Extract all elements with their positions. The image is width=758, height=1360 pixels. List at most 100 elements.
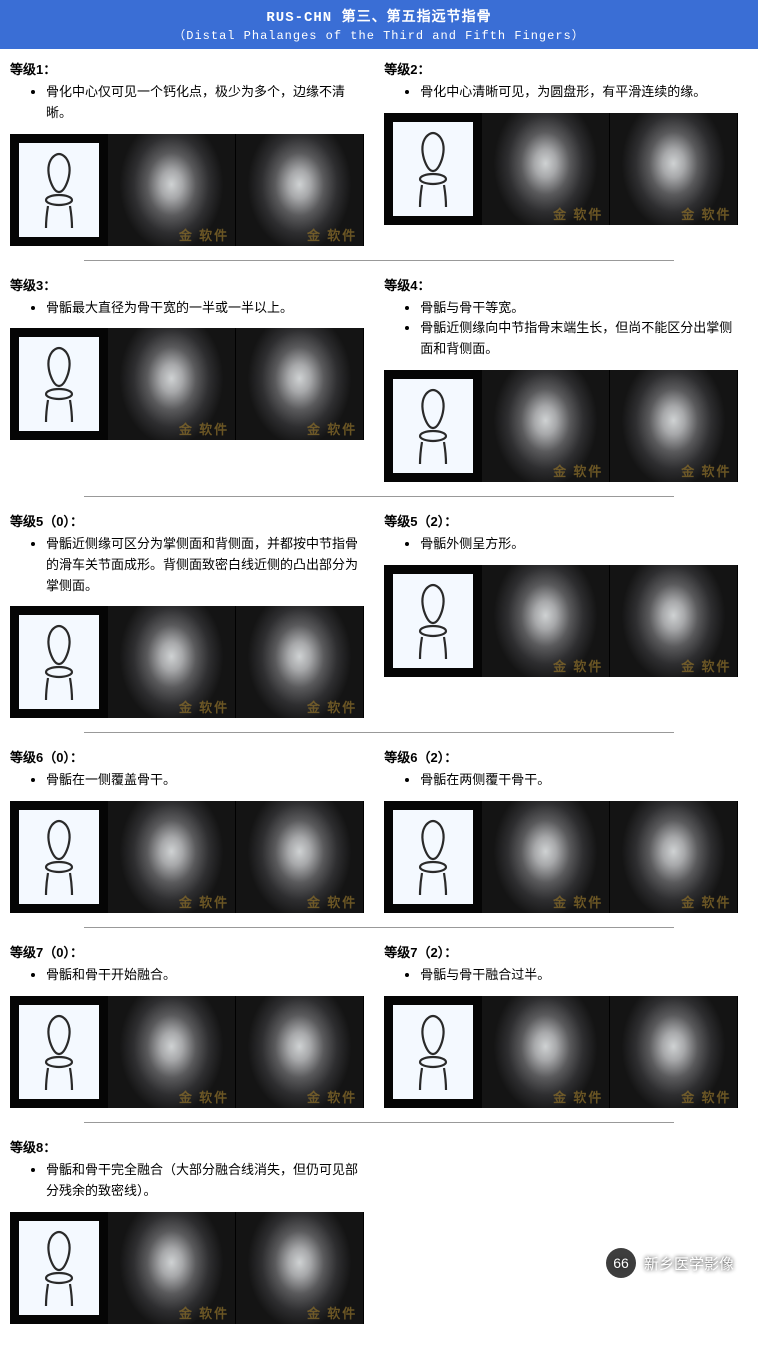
xray-image bbox=[482, 370, 610, 482]
grade-label: 等级2： bbox=[384, 59, 738, 78]
grade-bullet-list: 骨骺与骨干融合过半。 bbox=[384, 965, 738, 986]
row-separator bbox=[84, 927, 674, 928]
grade-bullet-list: 骨骺在一侧覆盖骨干。 bbox=[10, 770, 364, 791]
image-strip bbox=[384, 113, 738, 225]
xray-image bbox=[108, 328, 236, 440]
xray-image bbox=[482, 801, 610, 913]
grade-bullet: 骨化中心清晰可见，为圆盘形，有平滑连续的缘。 bbox=[420, 82, 738, 103]
image-strip bbox=[10, 801, 364, 913]
grade-item: 等级5（2）： 骨骺外侧呈方形。 bbox=[384, 511, 738, 718]
grade-bullet: 骨骺与骨干等宽。 bbox=[420, 298, 738, 319]
grade-bullet: 骨化中心仅可见一个钙化点，极少为多个，边缘不清晰。 bbox=[46, 82, 364, 124]
grade-label: 等级6（0）： bbox=[10, 747, 364, 766]
schematic-diagram bbox=[390, 571, 476, 671]
grade-rows: 等级1： 骨化中心仅可见一个钙化点，极少为多个，边缘不清晰。 等级2： 骨化中心… bbox=[0, 49, 758, 1360]
grade-bullet-list: 骨骺近侧缘可区分为掌侧面和背侧面，并都按中节指骨的滑车关节面成形。背侧面致密白线… bbox=[10, 534, 364, 596]
grade-row: 等级3： 骨骺最大直径为骨干宽的一半或一半以上。 等级4： 骨骺与骨干等宽。骨骺… bbox=[10, 269, 748, 488]
grade-label: 等级8： bbox=[10, 1137, 364, 1156]
grade-label: 等级5（0）： bbox=[10, 511, 364, 530]
schematic-diagram bbox=[390, 1002, 476, 1102]
xray-image bbox=[236, 1212, 364, 1324]
grade-bullet: 骨骺和骨干完全融合（大部分融合线消失，但仍可见部分残余的致密线）。 bbox=[46, 1160, 364, 1202]
schematic-diagram bbox=[16, 612, 102, 712]
xray-image bbox=[236, 328, 364, 440]
xray-image bbox=[482, 996, 610, 1108]
xray-image bbox=[236, 996, 364, 1108]
grade-bullet: 骨骺在一侧覆盖骨干。 bbox=[46, 770, 364, 791]
grade-item: 等级1： 骨化中心仅可见一个钙化点，极少为多个，边缘不清晰。 bbox=[10, 59, 364, 246]
grade-bullet-list: 骨骺与骨干等宽。骨骺近侧缘向中节指骨末端生长，但尚不能区分出掌侧面和背侧面。 bbox=[384, 298, 738, 360]
grade-bullet-list: 骨骺和骨干开始融合。 bbox=[10, 965, 364, 986]
header-title-en: （Distal Phalanges of the Third and Fifth… bbox=[0, 26, 758, 43]
grade-item: 等级8： 骨骺和骨干完全融合（大部分融合线消失，但仍可见部分残余的致密线）。 bbox=[10, 1137, 364, 1324]
grade-label: 等级3： bbox=[10, 275, 364, 294]
grade-bullet: 骨骺在两侧覆干骨干。 bbox=[420, 770, 738, 791]
grade-bullet-list: 骨骺外侧呈方形。 bbox=[384, 534, 738, 555]
xray-image bbox=[108, 606, 236, 718]
xray-image bbox=[236, 134, 364, 246]
grade-label: 等级4： bbox=[384, 275, 738, 294]
image-strip bbox=[384, 370, 738, 482]
schematic-diagram bbox=[16, 140, 102, 240]
grade-item: 等级6（0）： 骨骺在一侧覆盖骨干。 bbox=[10, 747, 364, 913]
schematic-diagram bbox=[390, 376, 476, 476]
schematic-diagram bbox=[16, 334, 102, 434]
xray-image bbox=[610, 370, 738, 482]
xray-image bbox=[482, 113, 610, 225]
xray-image bbox=[108, 134, 236, 246]
row-separator bbox=[84, 260, 674, 261]
grade-label: 等级7（0）： bbox=[10, 942, 364, 961]
xray-image bbox=[236, 606, 364, 718]
grade-item: 等级6（2）： 骨骺在两侧覆干骨干。 bbox=[384, 747, 738, 913]
header-title-cn: RUS-CHN 第三、第五指远节指骨 bbox=[0, 6, 758, 26]
grade-bullet: 骨骺外侧呈方形。 bbox=[420, 534, 738, 555]
grade-label: 等级6（2）： bbox=[384, 747, 738, 766]
grade-bullet: 骨骺最大直径为骨干宽的一半或一半以上。 bbox=[46, 298, 364, 319]
schematic-diagram bbox=[390, 119, 476, 219]
xray-image bbox=[610, 113, 738, 225]
grade-item: 等级7（2）： 骨骺与骨干融合过半。 bbox=[384, 942, 738, 1108]
image-strip bbox=[10, 134, 364, 246]
xray-image bbox=[610, 565, 738, 677]
row-separator bbox=[84, 732, 674, 733]
xray-image bbox=[108, 1212, 236, 1324]
footer-badge: 66 新乡医学影像 bbox=[606, 1248, 734, 1278]
xray-image bbox=[108, 996, 236, 1108]
xray-image bbox=[236, 801, 364, 913]
xray-image bbox=[610, 996, 738, 1108]
grade-bullet-list: 骨骺和骨干完全融合（大部分融合线消失，但仍可见部分残余的致密线）。 bbox=[10, 1160, 364, 1202]
grade-row: 等级7（0）： 骨骺和骨干开始融合。 等级7（2）： 骨骺与骨干融合过半。 bbox=[10, 936, 748, 1114]
image-strip bbox=[384, 801, 738, 913]
grade-bullet-list: 骨化中心仅可见一个钙化点，极少为多个，边缘不清晰。 bbox=[10, 82, 364, 124]
grade-label: 等级7（2）： bbox=[384, 942, 738, 961]
schematic-diagram bbox=[16, 807, 102, 907]
footer-text: 新乡医学影像 bbox=[644, 1253, 734, 1274]
image-strip bbox=[10, 996, 364, 1108]
grade-bullet-list: 骨骺在两侧覆干骨干。 bbox=[384, 770, 738, 791]
image-strip bbox=[10, 328, 364, 440]
grade-item: 等级4： 骨骺与骨干等宽。骨骺近侧缘向中节指骨末端生长，但尚不能区分出掌侧面和背… bbox=[384, 275, 738, 482]
image-strip bbox=[10, 1212, 364, 1324]
footer-icon: 66 bbox=[606, 1248, 636, 1278]
grade-item: 等级5（0）： 骨骺近侧缘可区分为掌侧面和背侧面，并都按中节指骨的滑车关节面成形… bbox=[10, 511, 364, 718]
grade-bullet: 骨骺近侧缘可区分为掌侧面和背侧面，并都按中节指骨的滑车关节面成形。背侧面致密白线… bbox=[46, 534, 364, 596]
grade-label: 等级5（2）： bbox=[384, 511, 738, 530]
xray-image bbox=[610, 801, 738, 913]
page-header: RUS-CHN 第三、第五指远节指骨 （Distal Phalanges of … bbox=[0, 0, 758, 49]
grade-bullet-list: 骨骺最大直径为骨干宽的一半或一半以上。 bbox=[10, 298, 364, 319]
image-strip bbox=[384, 565, 738, 677]
grade-row: 等级5（0）： 骨骺近侧缘可区分为掌侧面和背侧面，并都按中节指骨的滑车关节面成形… bbox=[10, 505, 748, 724]
grade-bullet: 骨骺和骨干开始融合。 bbox=[46, 965, 364, 986]
xray-image bbox=[482, 565, 610, 677]
grade-item: 等级3： 骨骺最大直径为骨干宽的一半或一半以上。 bbox=[10, 275, 364, 482]
grade-row: 等级6（0）： 骨骺在一侧覆盖骨干。 等级6（2）： 骨骺在两侧覆干骨干。 bbox=[10, 741, 748, 919]
grade-bullet-list: 骨化中心清晰可见，为圆盘形，有平滑连续的缘。 bbox=[384, 82, 738, 103]
image-strip bbox=[384, 996, 738, 1108]
schematic-diagram bbox=[16, 1218, 102, 1318]
image-strip bbox=[10, 606, 364, 718]
grade-item: 等级2： 骨化中心清晰可见，为圆盘形，有平滑连续的缘。 bbox=[384, 59, 738, 246]
grade-item: 等级7（0）： 骨骺和骨干开始融合。 bbox=[10, 942, 364, 1108]
grade-label: 等级1： bbox=[10, 59, 364, 78]
row-separator bbox=[84, 496, 674, 497]
schematic-diagram bbox=[16, 1002, 102, 1102]
